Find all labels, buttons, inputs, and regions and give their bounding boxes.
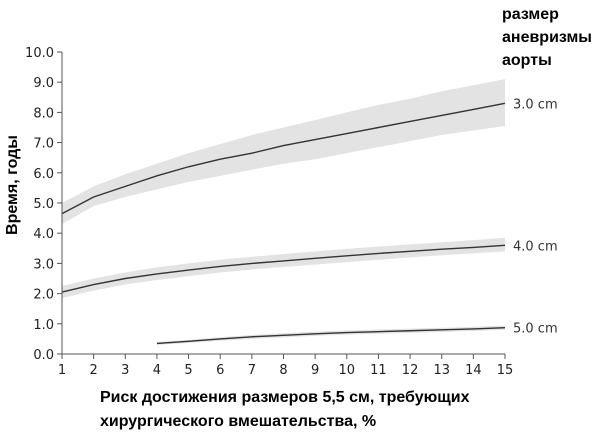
confidence-band-3 xyxy=(156,325,505,345)
series-lines xyxy=(61,102,506,345)
x-tick-label: 1 xyxy=(58,363,66,378)
tick-labels: 0.01.02.03.04.05.06.07.08.09.010.01 2 3 4 5 6… xyxy=(25,46,513,378)
y-tick-label: 2.0 xyxy=(33,288,54,303)
series-label-2: 4.0 cm xyxy=(513,239,558,254)
x-tick-label: 15 xyxy=(497,363,514,378)
x-tick-label: 12 xyxy=(402,363,419,378)
x-tick-label: 13 xyxy=(433,363,450,378)
axes xyxy=(57,51,506,359)
x-axis-title-line-2: хирургического вмешательства, % xyxy=(100,413,376,430)
series-label-1: 3.0 cm xyxy=(513,97,558,112)
series-line-3 xyxy=(156,327,506,345)
y-tick-label: 3.0 xyxy=(33,257,54,272)
y-tick-label: 10.0 xyxy=(25,46,54,61)
x-tick-label: 9 xyxy=(311,363,319,378)
y-tick-label: 4.0 xyxy=(33,227,54,242)
x-tick-label: 2 xyxy=(90,363,98,378)
x-tick-label: 10 xyxy=(339,363,356,378)
x-tick-label: 5 xyxy=(184,363,192,378)
x-tick-label: 3 xyxy=(121,363,129,378)
confidence-band-2 xyxy=(62,237,505,299)
x-tick-label: 4 xyxy=(153,363,161,378)
confidence-bands xyxy=(62,79,505,345)
y-tick-label: 8.0 xyxy=(33,106,54,121)
x-axis-title-line-1: Риск достижения размеров 5,5 см, требующ… xyxy=(100,389,470,406)
legend-title-line-3: аорты xyxy=(502,52,552,69)
series-line-1 xyxy=(61,102,506,215)
x-tick-label: 8 xyxy=(279,363,287,378)
y-tick-label: 1.0 xyxy=(33,318,54,333)
x-tick-label: 7 xyxy=(248,363,256,378)
legend-title-line-1: размер xyxy=(502,6,559,23)
x-tick-label: 11 xyxy=(370,363,387,378)
x-tick-label: 14 xyxy=(465,363,482,378)
series-label-3: 5.0 cm xyxy=(513,322,558,337)
x-tick-label: 6 xyxy=(216,363,224,378)
series-labels: 3.0 cm 4.0 cm 5.0 cm xyxy=(513,97,558,336)
series-line-2 xyxy=(61,244,506,293)
y-tick-label: 5.0 xyxy=(33,197,54,212)
y-tick-label: 0.0 xyxy=(33,348,54,363)
y-axis-title: Время, годы xyxy=(4,135,21,235)
y-tick-label: 9.0 xyxy=(33,76,54,91)
confidence-band-1 xyxy=(62,79,505,225)
y-tick-label: 7.0 xyxy=(33,137,54,152)
legend-title-line-2: аневризмы xyxy=(502,29,592,46)
y-tick-label: 6.0 xyxy=(33,167,54,182)
